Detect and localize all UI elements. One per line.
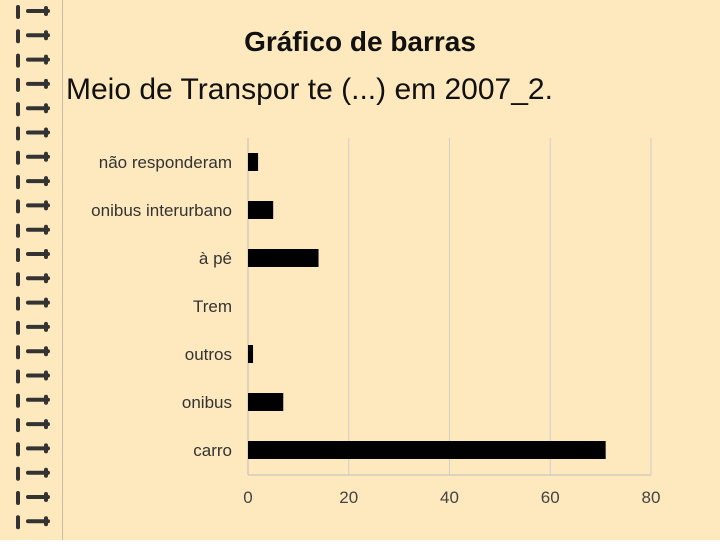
binding-ring [16,272,50,287]
binding-ring [16,418,50,433]
binding-ring [16,126,50,141]
binding-ring [16,442,50,457]
binding-ring [16,102,50,117]
binding-ring [16,5,50,19]
category-label: onibus interurbano [91,201,232,220]
category-label: onibus [182,393,232,412]
binding-ring [16,29,50,44]
binding-ring [16,515,50,530]
category-label: carro [193,441,232,460]
bar [248,153,259,171]
binding-ring [16,345,50,360]
bar [248,393,284,411]
spiral-binding [0,0,64,540]
category-label: Trem [193,297,232,316]
binding-ring [16,248,50,262]
x-tick-label: 0 [243,488,252,507]
binding-ring [16,199,50,214]
binding-ring [16,223,50,238]
binding-ring [16,296,50,311]
x-tick-label: 80 [642,488,661,507]
bar [248,201,274,219]
chart-title: Gráfico de barras [0,26,720,58]
binding-ring [16,53,50,68]
binding-ring [16,466,50,481]
category-label: à pé [199,249,232,268]
binding-margin-line [62,0,63,540]
chart-title-text: Gráfico de barras [244,26,476,57]
category-label: outros [185,345,232,364]
x-tick-label: 60 [541,488,560,507]
binding-ring [16,393,50,408]
spiral-rings [16,5,50,530]
binding-ring [16,175,50,190]
bar [248,441,606,459]
x-tick-label: 40 [440,488,459,507]
bar [248,249,319,267]
bar [248,345,254,363]
binding-ring [16,77,50,92]
binding-ring [16,150,50,165]
binding-ring [16,491,50,505]
binding-ring [16,369,50,384]
x-tick-label: 20 [339,488,358,507]
category-label: não responderam [99,153,232,172]
binding-ring [16,320,50,335]
chart-subtitle: Meio de Transpor te (...) em 2007_2. [66,73,553,106]
